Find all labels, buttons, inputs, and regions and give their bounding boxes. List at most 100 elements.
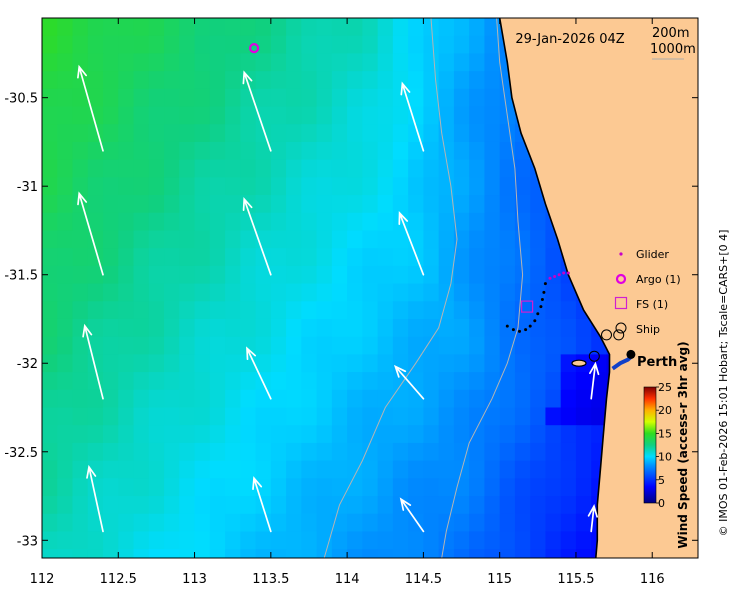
heatmap-cell [347, 319, 363, 337]
heatmap-cell [408, 160, 424, 178]
heatmap-cell [545, 248, 561, 266]
heatmap-cell [149, 408, 165, 426]
heatmap-cell [545, 443, 561, 461]
heatmap-cell [393, 337, 409, 355]
heatmap-cell [286, 248, 302, 266]
heatmap-cell [118, 390, 134, 408]
heatmap-cell [439, 408, 455, 426]
heatmap-cell [332, 266, 348, 284]
heatmap-cell [73, 266, 89, 284]
heatmap-cell [57, 514, 73, 532]
heatmap-cell [530, 425, 546, 443]
heatmap-cell [164, 195, 180, 213]
heatmap-cell [301, 18, 317, 36]
heatmap-cell [301, 107, 317, 125]
heatmap-cell [423, 372, 439, 390]
heatmap-cell [484, 160, 500, 178]
heatmap-cell [210, 248, 226, 266]
heatmap-cell [118, 337, 134, 355]
heatmap-cell [256, 89, 272, 107]
heatmap-cell [484, 461, 500, 479]
heatmap-cell [240, 124, 256, 142]
heatmap-cell [378, 107, 394, 125]
heatmap-cell [195, 89, 211, 107]
heatmap-cell [164, 337, 180, 355]
heatmap-cell [347, 18, 363, 36]
wind-speed-map: 112 112.5 113 113.5 114 114.5 115 115.5 116 -30.… [0, 0, 740, 592]
heatmap-cell [286, 284, 302, 302]
heatmap-cell [118, 89, 134, 107]
heatmap-cell [286, 160, 302, 178]
heatmap-cell [88, 195, 104, 213]
heatmap-cell [57, 372, 73, 390]
heatmap-cell [515, 461, 531, 479]
heatmap-cell [393, 319, 409, 337]
heatmap-cell [103, 408, 119, 426]
heatmap-cell [210, 266, 226, 284]
heatmap-cell [134, 354, 150, 372]
heatmap-cell [179, 531, 195, 549]
heatmap-cell [179, 337, 195, 355]
heatmap-cell [423, 443, 439, 461]
heatmap-cell [393, 408, 409, 426]
heatmap-cell [530, 213, 546, 231]
heatmap-cell [576, 461, 592, 479]
heatmap-cell [149, 443, 165, 461]
heatmap-cell [530, 372, 546, 390]
heatmap-cell [179, 36, 195, 54]
heatmap-cell [179, 107, 195, 125]
heatmap-cell [240, 372, 256, 390]
heatmap-cell [118, 443, 134, 461]
heatmap-cell [73, 230, 89, 248]
heatmap-cell [393, 514, 409, 532]
glider-point [542, 291, 545, 294]
heatmap-cell [240, 408, 256, 426]
x-tick-label: 116 [640, 572, 665, 587]
heatmap-cell [439, 372, 455, 390]
heatmap-cell [454, 390, 470, 408]
heatmap-cell [73, 142, 89, 160]
x-tick-label: 114 [335, 572, 360, 587]
heatmap-cell [134, 142, 150, 160]
heatmap-cell [530, 531, 546, 549]
heatmap-cell [484, 496, 500, 514]
heatmap-cell [134, 408, 150, 426]
heatmap-cell [195, 18, 211, 36]
heatmap-cell [164, 478, 180, 496]
heatmap-cell [195, 53, 211, 71]
heatmap-cell [271, 443, 287, 461]
heatmap-cell [362, 177, 378, 195]
heatmap-cell [149, 354, 165, 372]
heatmap-cell [317, 354, 333, 372]
heatmap-cell [439, 107, 455, 125]
heatmap-cell [347, 230, 363, 248]
heatmap-cell [286, 372, 302, 390]
heatmap-cell [225, 89, 241, 107]
heatmap-cell [210, 354, 226, 372]
heatmap-cell [210, 160, 226, 178]
heatmap-cell [393, 124, 409, 142]
heatmap-cell [118, 354, 134, 372]
heatmap-cell [362, 230, 378, 248]
heatmap-cell [408, 408, 424, 426]
heatmap-cell [484, 408, 500, 426]
heatmap-cell [423, 354, 439, 372]
glider-point [536, 312, 539, 315]
heatmap-cell [164, 160, 180, 178]
heatmap-cell [423, 177, 439, 195]
heatmap-cell [469, 53, 485, 71]
heatmap-cell [42, 514, 58, 532]
heatmap-cell [118, 142, 134, 160]
heatmap-cell [500, 160, 516, 178]
heatmap-cell [149, 284, 165, 302]
heatmap-cell [225, 301, 241, 319]
heatmap-cell [439, 230, 455, 248]
heatmap-cell [42, 461, 58, 479]
heatmap-cell [301, 266, 317, 284]
heatmap-cell [439, 390, 455, 408]
heatmap-cell [362, 89, 378, 107]
heatmap-cell [195, 478, 211, 496]
heatmap-cell [378, 496, 394, 514]
heatmap-cell [378, 284, 394, 302]
heatmap-cell [378, 177, 394, 195]
